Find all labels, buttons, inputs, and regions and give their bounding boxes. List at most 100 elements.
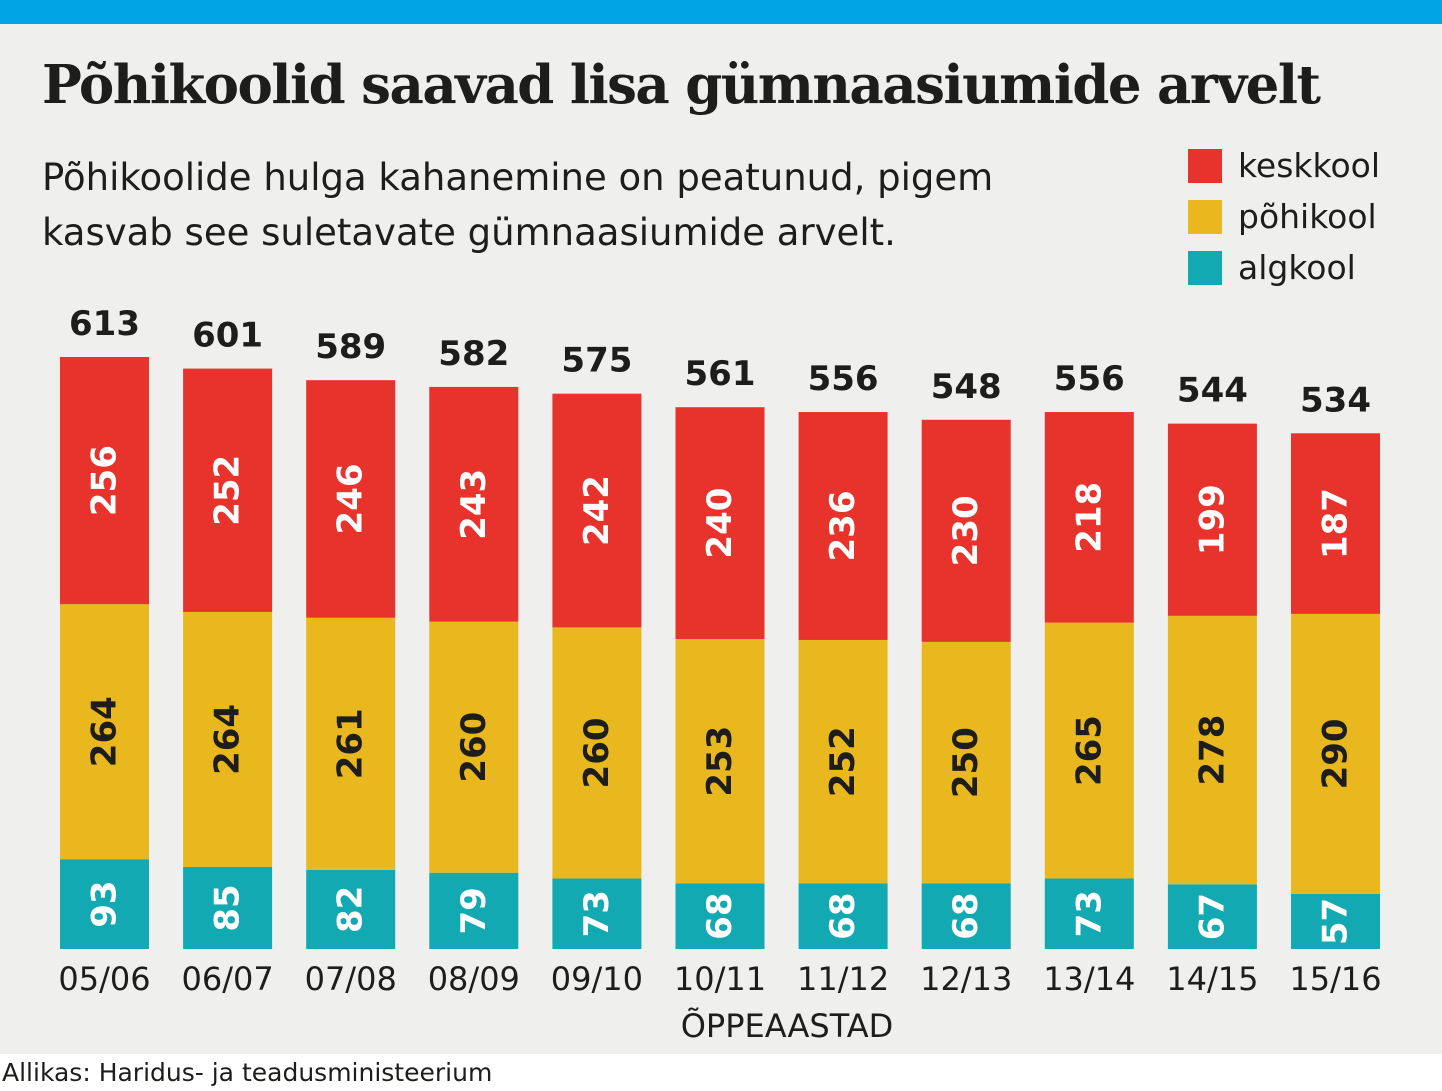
bar-algkool-12-13 <box>921 883 1011 949</box>
bar-pohikool-05-06 <box>60 604 149 860</box>
bar-algkool-06-07 <box>183 866 273 949</box>
total-label-06-07: 601 <box>192 316 263 356</box>
total-label-11-12: 556 <box>808 359 879 399</box>
x-tick-label-12-13: 12/13 <box>920 960 1012 998</box>
bar-keskkool-07-08 <box>306 380 396 618</box>
bar-keskkool-09-10 <box>552 393 642 628</box>
bar-pohikool-14-15 <box>1167 615 1257 885</box>
legend-label-pohikool: põhikool <box>1238 197 1377 236</box>
legend-item-algkool: algkool <box>1188 242 1380 293</box>
value-label-pohikool-10-11: 253 <box>700 726 740 797</box>
value-label-pohikool-15-16: 290 <box>1316 718 1356 789</box>
x-tick-label-15-16: 15/16 <box>1289 960 1381 998</box>
value-label-algkool-07-08: 82 <box>331 886 371 933</box>
bar-keskkool-10-11 <box>675 407 765 639</box>
value-label-algkool-11-12: 68 <box>823 893 863 940</box>
bar-algkool-05-06 <box>60 859 149 949</box>
value-label-keskkool-11-12: 236 <box>823 491 863 562</box>
value-label-keskkool-09-10: 242 <box>577 475 617 546</box>
legend-swatch-keskkool <box>1188 148 1222 183</box>
value-label-algkool-13-14: 73 <box>1069 890 1109 937</box>
value-label-algkool-09-10: 73 <box>577 890 617 937</box>
bar-keskkool-06-07 <box>183 368 273 612</box>
bar-pohikool-10-11 <box>675 638 765 884</box>
value-label-keskkool-15-16: 187 <box>1316 488 1356 559</box>
value-label-keskkool-14-15: 199 <box>1192 484 1232 555</box>
value-label-keskkool-13-14: 218 <box>1069 482 1109 553</box>
value-label-pohikool-08-09: 260 <box>454 712 494 783</box>
total-label-13-14: 556 <box>1054 359 1125 399</box>
subtitle-line-1: Põhikoolide hulga kahanemine on peatunud… <box>42 156 994 199</box>
bar-algkool-07-08 <box>306 869 396 949</box>
x-tick-label-09-10: 09/10 <box>551 960 643 998</box>
value-label-keskkool-08-09: 243 <box>454 469 494 540</box>
x-axis-label: ÕPPEAASTAD <box>681 1007 894 1045</box>
legend-item-pohikool: põhikool <box>1188 191 1380 242</box>
x-tick-label-13-14: 13/14 <box>1043 960 1135 998</box>
bar-algkool-08-09 <box>429 872 519 949</box>
bar-algkool-15-16 <box>1291 893 1380 949</box>
value-label-algkool-15-16: 57 <box>1316 898 1356 945</box>
value-label-pohikool-14-15: 278 <box>1192 715 1232 786</box>
total-label-05-06: 613 <box>69 304 140 344</box>
bar-pohikool-11-12 <box>798 639 888 884</box>
bar-algkool-14-15 <box>1167 884 1257 949</box>
legend: keskkool põhikool algkool <box>1188 140 1380 293</box>
value-label-algkool-10-11: 68 <box>700 893 740 940</box>
value-label-pohikool-13-14: 265 <box>1069 715 1109 786</box>
value-label-algkool-12-13: 68 <box>946 893 986 940</box>
x-tick-label-08-09: 08/09 <box>428 960 520 998</box>
total-label-12-13: 548 <box>931 367 1002 407</box>
bar-algkool-09-10 <box>552 878 642 949</box>
bar-pohikool-15-16 <box>1291 613 1380 894</box>
value-label-keskkool-10-11: 240 <box>700 488 740 559</box>
bar-keskkool-15-16 <box>1291 433 1380 614</box>
value-label-algkool-08-09: 79 <box>454 887 494 934</box>
bar-keskkool-05-06 <box>60 357 149 605</box>
total-label-14-15: 544 <box>1177 371 1248 411</box>
total-label-07-08: 589 <box>315 327 386 367</box>
bar-algkool-13-14 <box>1044 878 1134 949</box>
legend-swatch-algkool <box>1188 250 1222 285</box>
total-label-08-09: 582 <box>438 334 509 374</box>
total-label-15-16: 534 <box>1300 380 1371 420</box>
bar-pohikool-13-14 <box>1044 622 1134 879</box>
x-tick-label-14-15: 14/15 <box>1166 960 1258 998</box>
x-tick-label-11-12: 11/12 <box>797 960 889 998</box>
bar-algkool-11-12 <box>798 883 888 949</box>
x-tick-label-06-07: 06/07 <box>181 960 273 998</box>
bar-keskkool-12-13 <box>921 419 1011 642</box>
value-label-pohikool-12-13: 250 <box>946 727 986 798</box>
value-label-algkool-05-06: 93 <box>85 880 125 927</box>
chart-title: Põhikoolid saavad lisa gümnaasiumide arv… <box>42 54 1321 116</box>
total-label-09-10: 575 <box>561 341 632 381</box>
value-label-algkool-14-15: 67 <box>1192 893 1232 940</box>
bar-pohikool-07-08 <box>306 617 396 870</box>
bar-keskkool-13-14 <box>1044 412 1134 623</box>
value-label-keskkool-07-08: 246 <box>331 463 371 534</box>
bar-pohikool-06-07 <box>183 611 273 867</box>
value-label-pohikool-06-07: 264 <box>208 704 248 775</box>
value-label-pohikool-09-10: 260 <box>577 717 617 788</box>
bar-keskkool-14-15 <box>1167 423 1257 616</box>
legend-label-algkool: algkool <box>1238 248 1356 287</box>
total-label-10-11: 561 <box>685 354 756 394</box>
bar-algkool-10-11 <box>675 883 765 949</box>
legend-swatch-pohikool <box>1188 199 1222 234</box>
bar-pohikool-09-10 <box>552 627 642 879</box>
legend-item-keskkool: keskkool <box>1188 140 1380 191</box>
bar-keskkool-08-09 <box>429 386 519 622</box>
value-label-pohikool-05-06: 264 <box>85 696 125 767</box>
stacked-bar-chart: 93 264 256 613 05/06 85 264 252 601 06/07 82 261 246… <box>58 304 1381 1045</box>
chart-subtitle: Põhikoolide hulga kahanemine on peatunud… <box>42 150 1152 260</box>
source-note: Allikas: Haridus- ja teadusministeerium <box>2 1058 493 1087</box>
bar-keskkool-11-12 <box>798 412 888 640</box>
value-label-keskkool-12-13: 230 <box>946 495 986 566</box>
bar-pohikool-12-13 <box>921 641 1011 884</box>
legend-label-keskkool: keskkool <box>1238 146 1381 185</box>
x-tick-label-07-08: 07/08 <box>305 960 397 998</box>
x-tick-label-05-06: 05/06 <box>58 960 150 998</box>
value-label-algkool-06-07: 85 <box>208 884 248 931</box>
bar-pohikool-08-09 <box>429 621 519 873</box>
value-label-pohikool-07-08: 261 <box>331 708 371 779</box>
